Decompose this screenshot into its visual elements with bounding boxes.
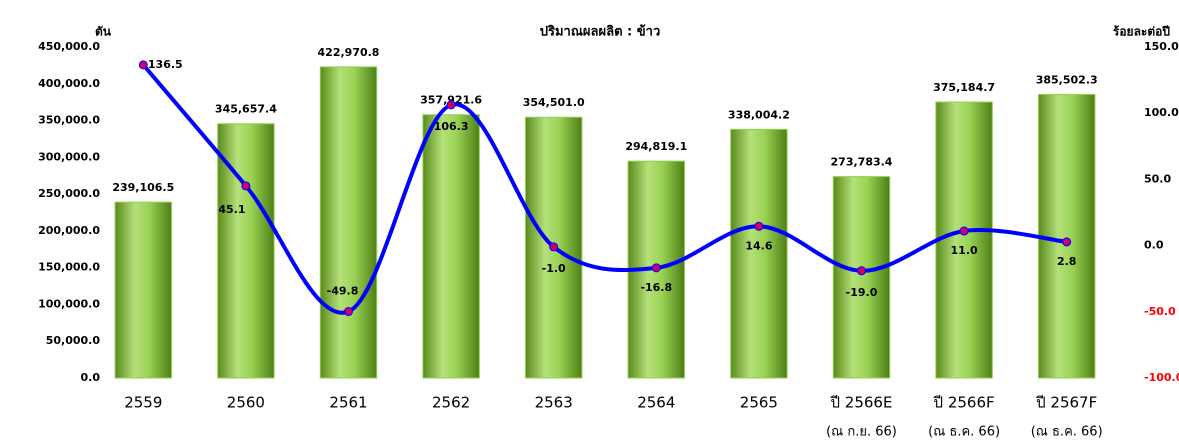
bar [730, 128, 788, 379]
x-tick-note: (ณ ธ.ค. 66) [928, 425, 1000, 440]
line-marker [549, 242, 559, 252]
line-marker [344, 307, 353, 317]
chart-title: ปริมาณผลผลิต : ข้าว [540, 24, 661, 40]
bar-value-label: 294,819.1 [625, 140, 687, 153]
y-tick-label: 150,000.0 [38, 261, 100, 274]
line-marker [959, 226, 969, 236]
bar-value-label: 345,657.4 [215, 103, 277, 116]
line [141, 63, 1067, 315]
bar [319, 66, 378, 379]
bar-value-label: 385,502.3 [1036, 73, 1098, 86]
x-tick-note: (ณ ก.ย. 66) [826, 425, 897, 440]
y2-tick-label: 50.0 [1144, 172, 1171, 185]
bar [935, 101, 993, 379]
bar-value-label: 375,184.7 [933, 81, 995, 94]
bar-value-label: 357,921.6 [420, 94, 482, 107]
y2-tick-label: -50.0 [1144, 305, 1176, 318]
line-value-label: 45.1 [218, 203, 245, 216]
x-tick-label: 2560 [227, 394, 265, 412]
y-tick-label: 450,000.0 [38, 40, 100, 53]
y-tick-label: 0.0 [81, 371, 101, 384]
x-tick-label: ปี 2566E [830, 394, 893, 412]
y-tick-label: 400,000.0 [38, 77, 100, 90]
line-value-label: -19.0 [846, 286, 878, 299]
x-tick-label: 2564 [637, 394, 675, 412]
x-tick-label: ปี 2566F [933, 394, 995, 412]
line-value-label: -49.8 [327, 285, 359, 298]
bar-value-label: 354,501.0 [523, 96, 585, 109]
y-tick-label: 250,000.0 [38, 187, 100, 200]
line-value-label: -16.8 [640, 281, 672, 294]
y2-tick-label: 0.0 [1144, 239, 1164, 252]
line-value-label: -1.0 [542, 262, 566, 275]
x-tick-label: 2565 [740, 394, 778, 412]
line-marker [446, 100, 456, 110]
bar-value-label: 422,970.8 [318, 46, 380, 59]
line-value-label: 14.6 [745, 239, 772, 252]
y2-axis-title: ร้อยละต่อปี [1113, 25, 1170, 39]
x-tick-label: ปี 2567F [1035, 394, 1097, 412]
bar [832, 176, 891, 379]
line-marker [754, 221, 764, 231]
y2-tick-label: 150.0 [1144, 40, 1179, 53]
line-value-label: 136.5 [148, 58, 183, 71]
bar-value-label: 273,783.4 [831, 156, 893, 169]
y-tick-label: 350,000.0 [38, 114, 100, 127]
bar [422, 114, 480, 379]
line-marker [651, 263, 661, 273]
line-value-label: 106.3 [434, 120, 469, 133]
line-marker [857, 266, 866, 276]
line-marker [1062, 237, 1072, 247]
x-tick-label: 2563 [535, 394, 573, 412]
bar [1037, 93, 1096, 379]
y-tick-label: 300,000.0 [38, 150, 100, 163]
x-tick-note: (ณ ธ.ค. 66) [1031, 425, 1103, 440]
y-tick-label: 50,000.0 [46, 334, 101, 347]
bar-value-label: 338,004.2 [728, 108, 790, 121]
line-marker [138, 60, 148, 70]
x-tick-label: 2561 [329, 394, 367, 412]
y-tick-label: 100,000.0 [38, 297, 100, 310]
line-value-label: 11.0 [951, 244, 978, 257]
x-tick-label: 2559 [124, 394, 162, 412]
y-axis-title: ตัน [95, 25, 112, 39]
y2-tick-label: -100.0 [1144, 371, 1179, 384]
line-marker [241, 181, 251, 191]
bar [524, 116, 583, 379]
line-value-label: 2.8 [1057, 255, 1077, 268]
y-tick-label: 200,000.0 [38, 224, 100, 237]
bar-value-label: 239,106.5 [112, 181, 174, 194]
bar [114, 201, 173, 379]
y2-tick-label: 100.0 [1144, 106, 1179, 119]
x-tick-label: 2562 [432, 394, 470, 412]
